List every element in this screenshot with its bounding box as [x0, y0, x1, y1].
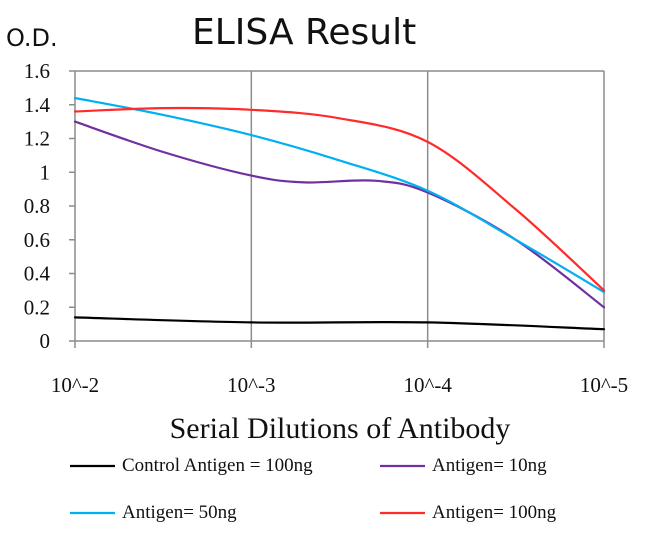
y-tick-label: 1.6 [24, 59, 50, 83]
y-tick-label: 0.6 [24, 228, 50, 252]
gridlines [69, 70, 605, 348]
x-tick-label: 10^-4 [403, 373, 452, 397]
legend-label: Antigen= 10ng [432, 455, 547, 476]
chart-title: ELISA Result [192, 12, 416, 53]
x-tick-label: 10^-5 [580, 373, 628, 397]
legend-label: Antigen= 50ng [122, 502, 237, 523]
x-tick-label: 10^-3 [227, 373, 275, 397]
y-tick-label: 0 [40, 329, 51, 353]
y-tick-label: 0.4 [24, 262, 51, 286]
y-tick-label: 1.4 [24, 93, 51, 117]
y-tick-label: 1.2 [24, 127, 50, 151]
data-series [73, 96, 606, 331]
y-axis-label: O.D. [6, 24, 58, 52]
legend-label: Control Antigen = 100ng [122, 455, 313, 476]
series-line-antigen-100ng [73, 106, 606, 292]
series-line-antigen-50ng [73, 96, 606, 294]
series-line-antigen-10ng [73, 120, 606, 309]
legend: Control Antigen = 100ng Antigen= 10ng Anti… [70, 455, 557, 523]
y-tick-label: 0.2 [24, 295, 50, 319]
legend-label: Antigen= 100ng [432, 502, 557, 523]
x-tick-label: 10^-2 [51, 373, 99, 397]
y-tick-label: 1 [40, 160, 51, 184]
x-axis-title: Serial Dilutions of Antibody [170, 412, 511, 445]
x-tick-labels: 10^-2 10^-3 10^-4 10^-5 [51, 373, 628, 397]
series-line-control-antigen-100ng [73, 316, 606, 331]
y-tick-labels: 0 0.2 0.4 0.6 0.8 1 1.2 1.4 1.6 [24, 59, 51, 353]
y-tick-label: 0.8 [24, 194, 50, 218]
